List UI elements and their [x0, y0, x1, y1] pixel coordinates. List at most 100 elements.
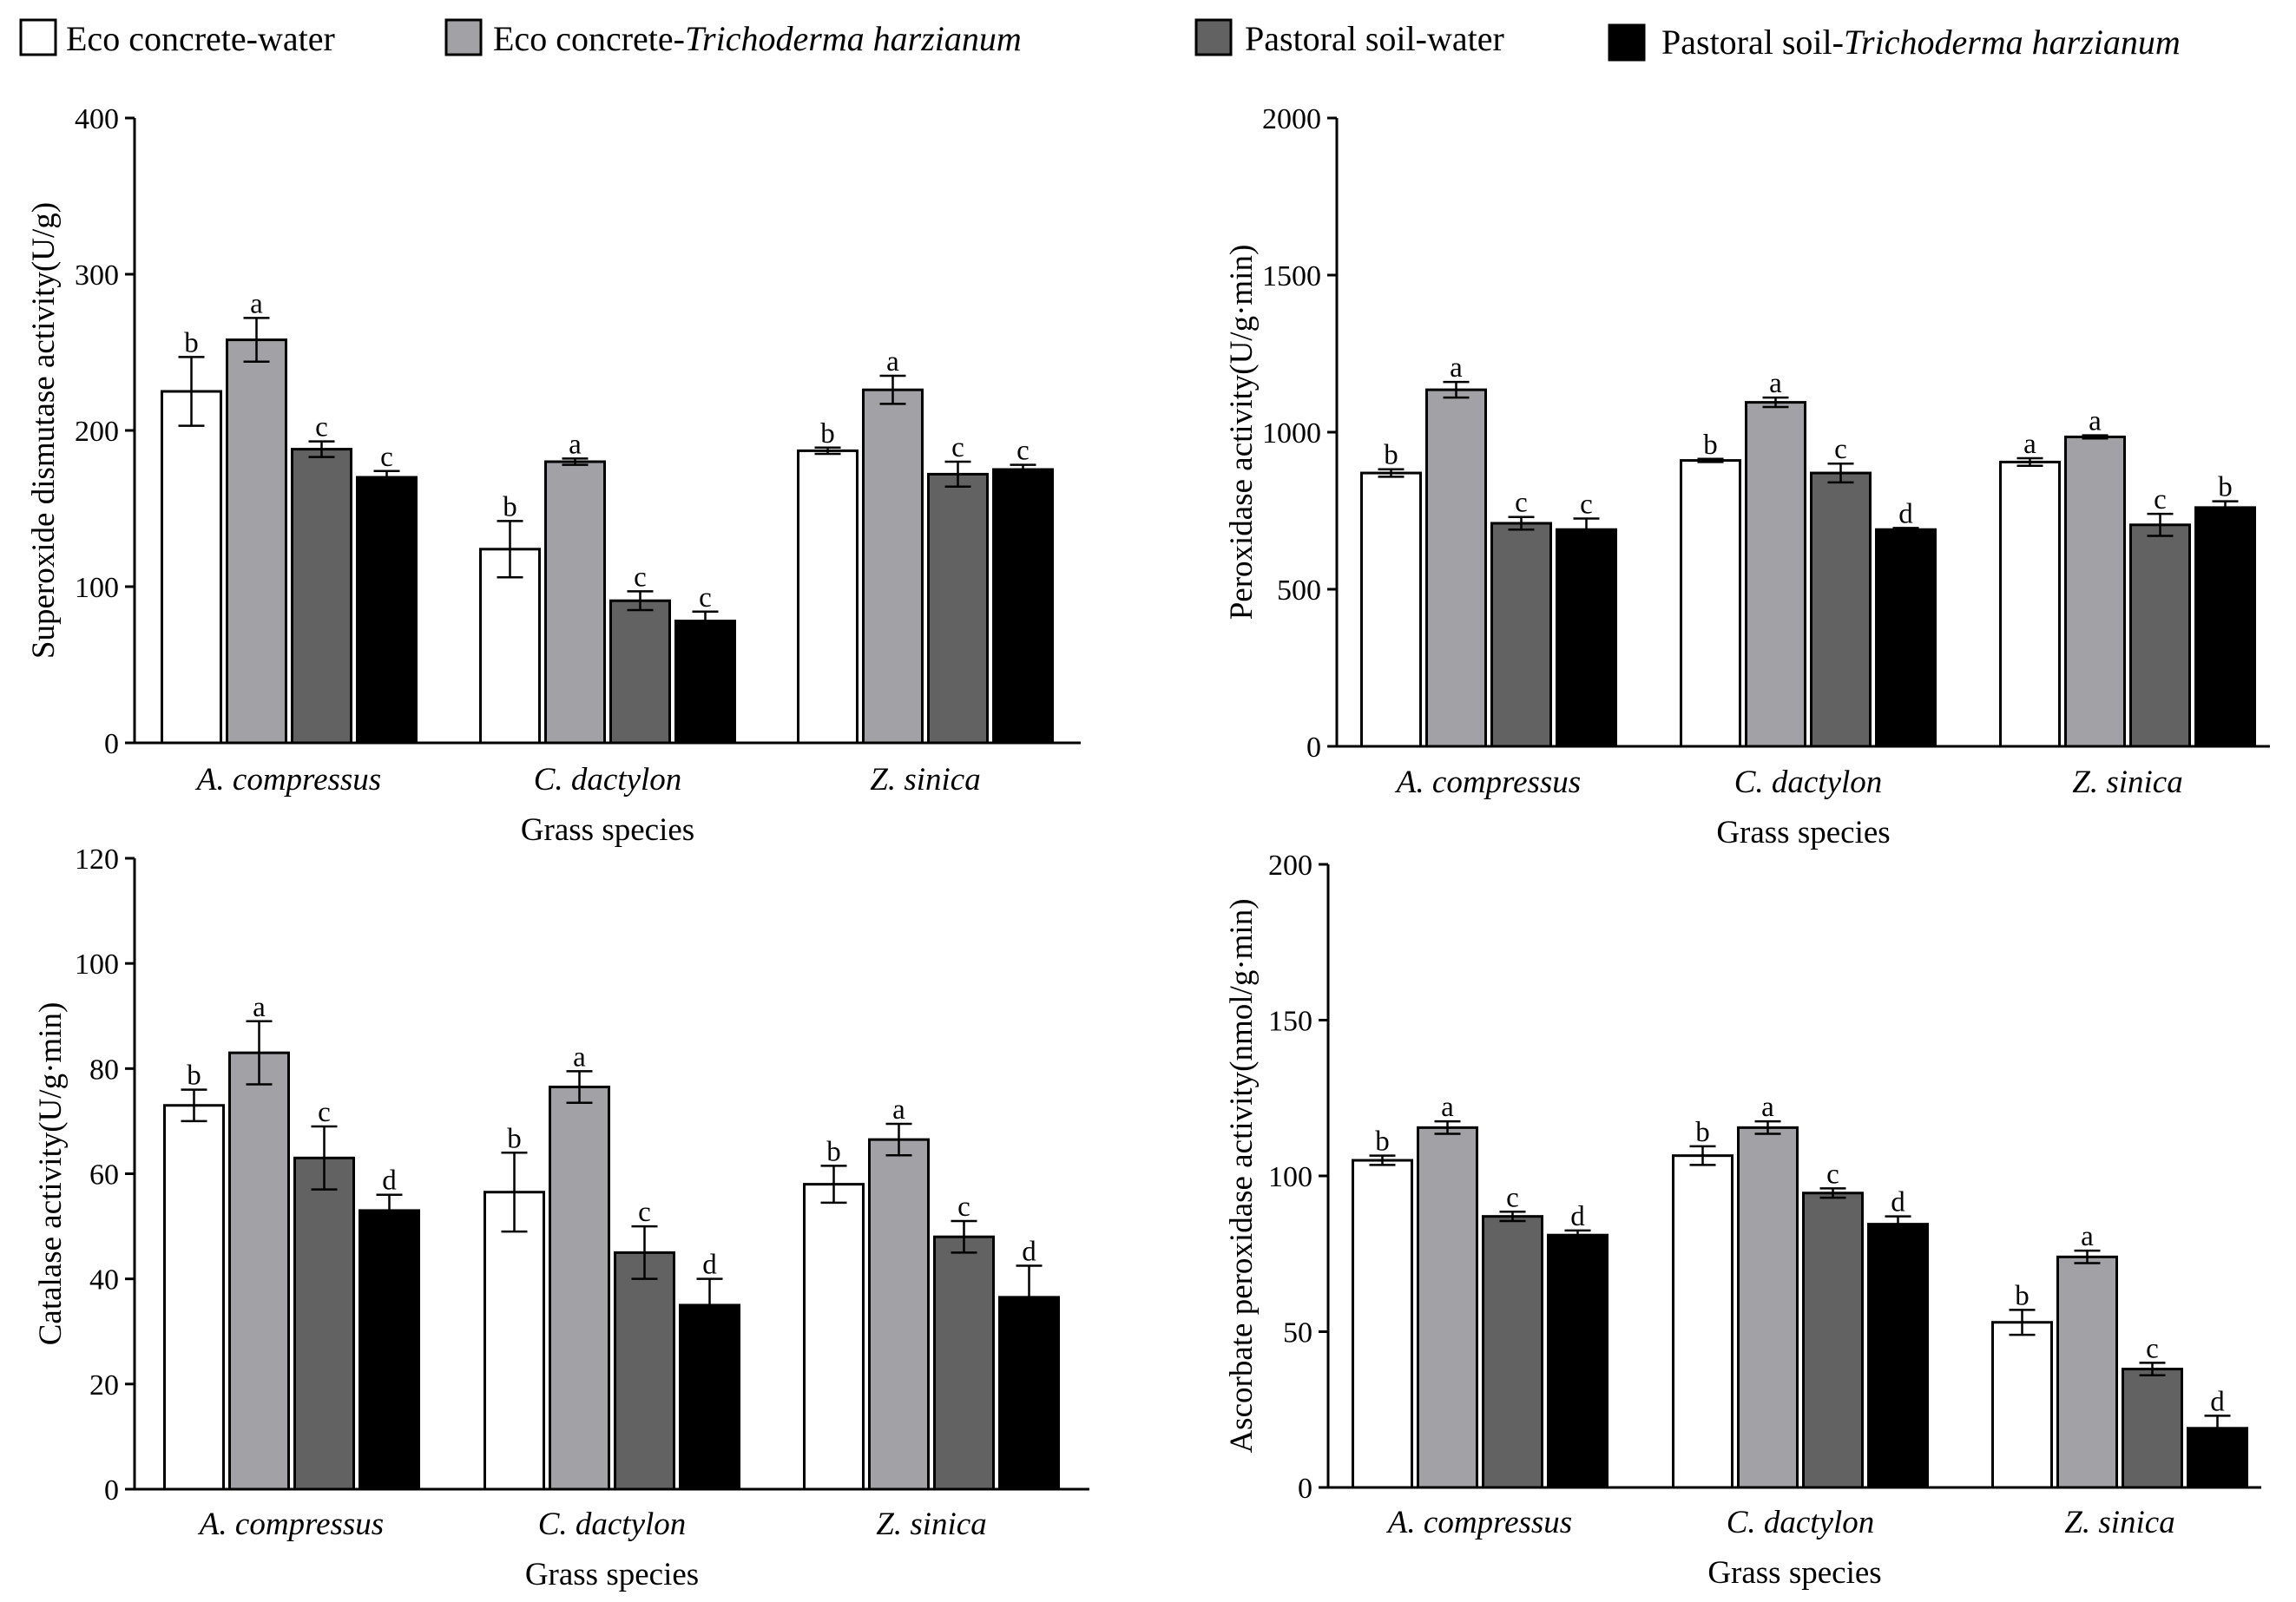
error-bar: [566, 1070, 593, 1104]
y-tick-label: 300: [75, 259, 119, 292]
error-bar: [2147, 512, 2174, 537]
bar-pastoral-soil-trichoderma-harzianum-z-sinica: [2194, 506, 2256, 748]
bar-pastoral-soil-water-c-dactylon: [1802, 1192, 1864, 1489]
error-bar: [1499, 1211, 1526, 1223]
error-bar: [501, 1152, 528, 1233]
significance-letter: a: [2081, 1221, 2094, 1252]
bar-eco-concrete-water-c-dactylon: [484, 1191, 545, 1491]
y-tick-label: 120: [75, 844, 119, 876]
significance-letter: c: [1506, 1182, 1519, 1213]
legend-label-eco-concrete-water: Eco concrete-water: [66, 19, 335, 58]
y-tick-label: 60: [89, 1159, 119, 1192]
legend-item-eco-concrete-water: Eco concrete-water: [19, 18, 335, 58]
bar-eco-concrete-trichoderma-harzianum-c-dactylon: [1737, 1126, 1799, 1489]
significance-letter: c: [699, 582, 712, 614]
bar-eco-concrete-water-c-dactylon: [1672, 1154, 1734, 1489]
x-tick-label: C. dactylon: [1734, 765, 1883, 800]
bar-eco-concrete-trichoderma-harzianum-a-compressus: [1417, 1126, 1478, 1489]
y-axis-title: Ascorbate peroxidase activity(nmol/g·min…: [1224, 898, 1260, 1453]
legend-item-eco-concrete-trichoderma: Eco concrete-Trichoderma harzianum: [444, 18, 1022, 58]
error-bar: [2082, 434, 2109, 440]
y-tick-label: 20: [89, 1369, 119, 1402]
x-tick-label: C. dactylon: [538, 1507, 687, 1542]
significance-letter: c: [318, 1097, 331, 1128]
bar-eco-concrete-trichoderma-harzianum-a-compressus: [226, 338, 287, 745]
x-tick-label: A. compressus: [1385, 1505, 1572, 1540]
error-bar: [1010, 463, 1036, 476]
y-tick-label: 1000: [1262, 417, 1321, 450]
bar-pastoral-soil-water-z-sinica: [2129, 523, 2191, 748]
significance-letter: c: [315, 412, 328, 443]
error-bar: [951, 1219, 977, 1254]
error-bar: [2016, 456, 2043, 467]
bar-eco-concrete-water-z-sinica: [1999, 460, 2061, 748]
y-tick-label: 200: [1268, 850, 1312, 882]
significance-letter: a: [892, 1094, 905, 1126]
significance-letter: c: [957, 1192, 970, 1223]
significance-letter: a: [1769, 368, 1782, 399]
legend: Eco concrete-water Eco concrete-Trichode…: [19, 18, 2181, 62]
significance-letter: a: [1441, 1092, 1454, 1123]
error-bar: [627, 590, 654, 612]
legend-swatch-eco-concrete-trichoderma: [444, 18, 483, 56]
chart-panel-bottom-left: 0 20 40 60 80 100 120 Catalase activity(U/g·min…: [33, 844, 1089, 1592]
significance-letter: a: [573, 1041, 586, 1073]
y-tick-label: 50: [1283, 1317, 1312, 1349]
significance-letter: c: [2154, 484, 2167, 515]
x-tick-label: Z. sinica: [2064, 1505, 2174, 1540]
error-bar: [885, 1122, 912, 1157]
bar-pastoral-soil-water-c-dactylon: [614, 1251, 675, 1491]
x-axis-title: Grass species: [1716, 815, 1890, 850]
bar-pastoral-soil-water-z-sinica: [933, 1235, 995, 1491]
legend-label-eco-concrete-trichoderma: Eco concrete-Trichoderma harzianum: [493, 19, 1022, 58]
bar-eco-concrete-water-a-compressus: [1360, 471, 1422, 748]
significance-letter: a: [886, 346, 899, 378]
error-bar: [814, 446, 841, 456]
bar-pastoral-soil-water-a-compressus: [293, 1156, 355, 1491]
significance-letter: b: [503, 491, 517, 522]
bar-eco-concrete-water-z-sinica: [803, 1183, 865, 1491]
significance-letter: b: [826, 1136, 841, 1167]
bar-eco-concrete-trichoderma-harzianum-c-dactylon: [549, 1086, 610, 1491]
bar-eco-concrete-water-a-compressus: [163, 1104, 225, 1491]
error-bar: [1689, 1145, 1716, 1166]
error-bar: [1885, 1215, 1911, 1233]
bar-pastoral-soil-water-a-compressus: [1482, 1215, 1543, 1489]
significance-letter: c: [1580, 489, 1593, 521]
significance-letter: c: [1515, 488, 1528, 519]
error-bar: [879, 374, 906, 405]
y-tick-label: 0: [104, 728, 119, 760]
x-tick-label: C. dactylon: [1727, 1505, 1875, 1540]
bar-eco-concrete-trichoderma-harzianum-c-dactylon: [544, 460, 606, 745]
bar-eco-concrete-water-z-sinica: [797, 449, 859, 745]
legend-swatch-pastoral-soil-trichoderma: [1608, 23, 1646, 62]
error-bar: [1573, 517, 1600, 542]
legend-label-pastoral-soil-water: Pastoral soil-water: [1245, 19, 1504, 58]
y-axis-title: Peroxidase activity(U/g·min): [1224, 245, 1260, 620]
bar-eco-concrete-trichoderma-harzianum-z-sinica: [868, 1138, 930, 1491]
y-tick-label: 150: [1268, 1006, 1312, 1038]
error-bar: [1827, 462, 1854, 484]
y-tick-label: 0: [1298, 1473, 1312, 1505]
significance-letter: c: [1834, 434, 1847, 465]
legend-swatch-eco-concrete-water: [19, 18, 57, 56]
error-bar: [2212, 500, 2239, 515]
bar-pastoral-soil-trichoderma-harzianum-a-compressus: [1556, 528, 1617, 748]
significance-letter: b: [820, 418, 835, 450]
y-tick-label: 500: [1277, 574, 1321, 607]
bar-pastoral-soil-trichoderma-harzianum-a-compressus: [359, 1209, 420, 1491]
error-bar: [1754, 1119, 1781, 1135]
chart-panel-top-right: 0 500 1000 1500 2000 Peroxidase activity(U/g·…: [1224, 103, 2270, 850]
legend-label-pastoral-soil-trichoderma: Pastoral soil-Trichoderma harzianum: [1661, 23, 2181, 62]
y-tick-label: 100: [75, 949, 119, 981]
bar-eco-concrete-trichoderma-harzianum-z-sinica: [2056, 1255, 2118, 1489]
significance-letter: a: [2023, 429, 2036, 460]
x-axis-title: Grass species: [525, 1557, 699, 1592]
error-bar: [562, 457, 589, 466]
x-tick-label: Z. sinica: [2072, 765, 2182, 800]
significance-letter: a: [1450, 352, 1463, 384]
error-bar: [631, 1224, 658, 1280]
error-bar: [246, 1020, 273, 1086]
significance-letter: d: [2210, 1386, 2225, 1417]
